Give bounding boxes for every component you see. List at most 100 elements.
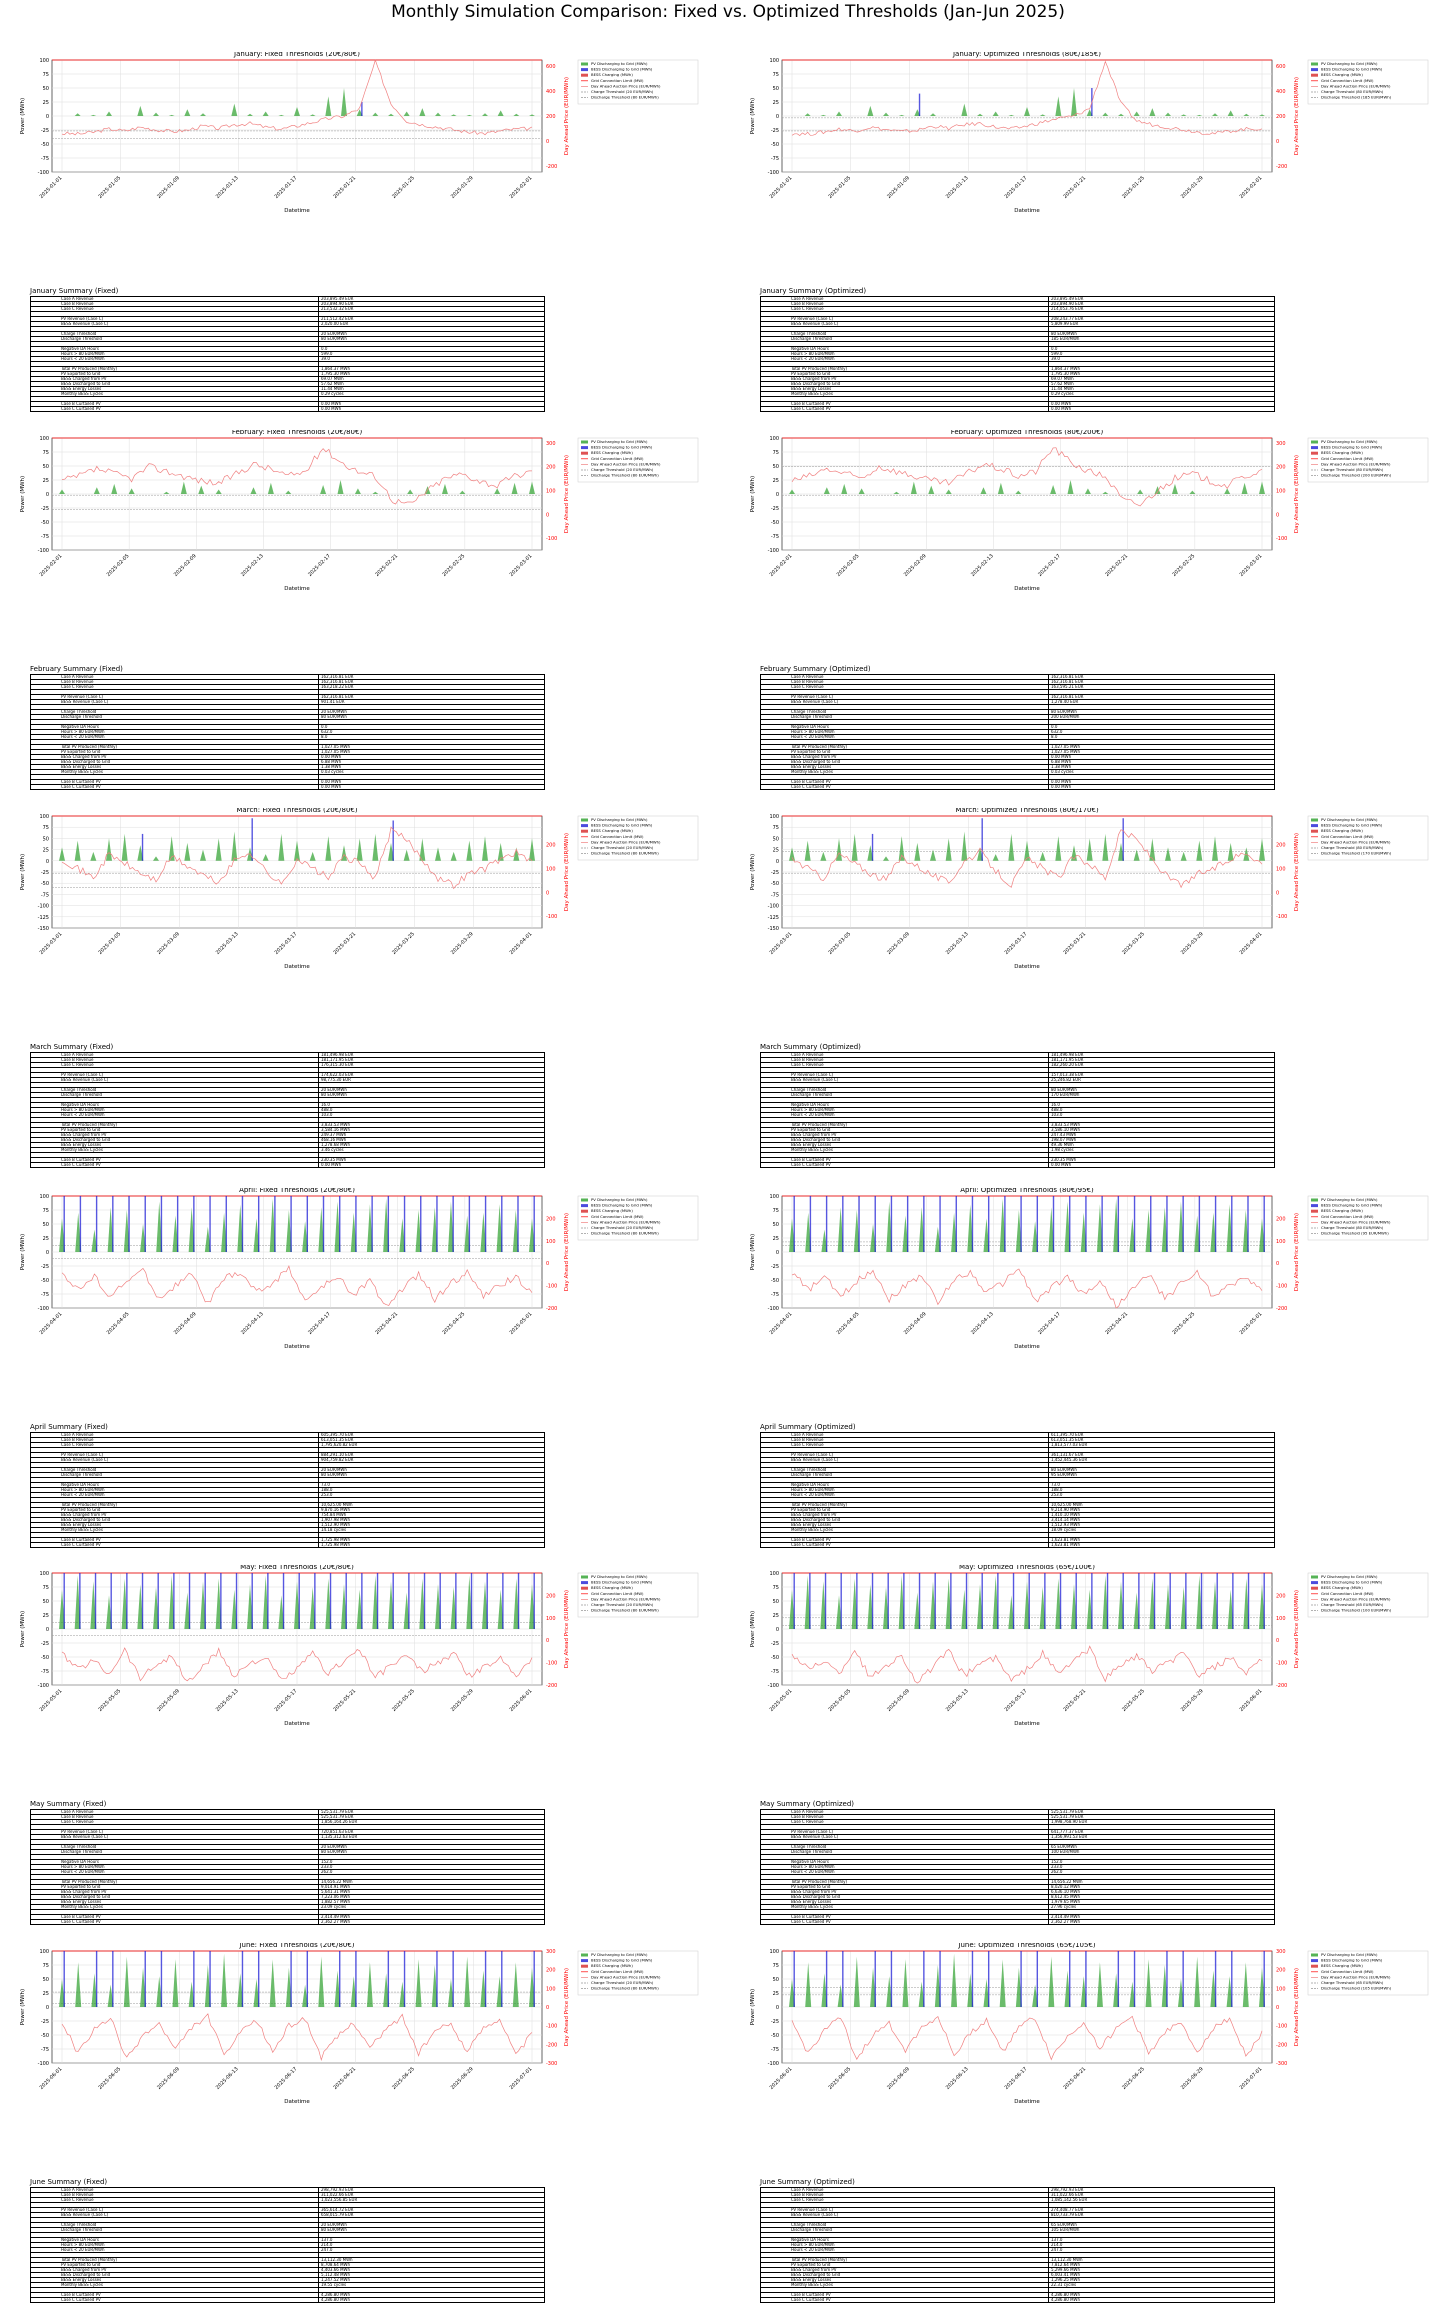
y2-axis-label: Day Ahead Price (EUR/MWh) — [564, 77, 570, 155]
legend: PV Discharging to Grid (MWh)BESS Dischar… — [577, 437, 699, 483]
pv-peak — [128, 488, 135, 494]
pv-peak — [934, 1226, 941, 1252]
table-row: Case C Curtailed PV 2,362.27 MWh — [760, 1919, 1275, 1925]
bess-discharge-bar — [112, 1196, 114, 1252]
pv-peak — [1118, 113, 1124, 116]
y-tick-label: 100 — [39, 1194, 49, 1200]
y-tick-label: 100 — [769, 1571, 779, 1577]
pv-peak — [1210, 1212, 1217, 1252]
pv-peak — [1050, 485, 1057, 494]
chart-title: January: Optimized Thresholds (80€/185€) — [952, 52, 1101, 58]
bess-discharge-bar — [173, 1573, 175, 1629]
legend-label: Grid Connection Limit (MW) — [591, 456, 644, 461]
x-tick-label: 2025-06-29 — [450, 2066, 475, 2091]
y-tick-label: -100 — [768, 170, 779, 176]
pv-peak — [494, 488, 501, 494]
bess-discharge-bar — [290, 1951, 292, 2007]
legend-label: Discharge Threshold (80 EUR/MWh) — [591, 473, 659, 478]
price-line — [61, 448, 532, 505]
pv-peak — [1008, 833, 1015, 861]
y-tick-label: 0 — [46, 2005, 49, 2011]
pv-peak — [482, 836, 488, 861]
y2-tick-label: -100 — [1276, 2024, 1287, 2030]
x-tick-label: 2025-05-09 — [886, 1688, 911, 1713]
summary-title: March Summary (Optimized) — [760, 1043, 861, 1051]
y-tick-label: 25 — [773, 1236, 779, 1242]
legend: PV Discharging to Grid (MWh)BESS Dischar… — [577, 1195, 699, 1241]
legend-box — [1307, 1195, 1429, 1241]
pv-peak — [231, 103, 238, 116]
legend-label: Day Ahead Auction Price (EUR/MWh) — [591, 83, 661, 88]
x-tick-label: 2025-06-01 — [509, 1688, 534, 1713]
bess-discharge-bar — [339, 1951, 341, 2007]
summary-table: Case A Revenue 611,395.70 EUR Case B Reven… — [760, 1432, 1275, 1548]
x-tick-label: 2025-05-21 — [1062, 1688, 1087, 1713]
legend: PV Discharging to Grid (MWh)BESS Dischar… — [577, 815, 699, 861]
pv-peak — [1102, 833, 1109, 861]
legend-label: BESS Charging (MWh) — [591, 450, 633, 455]
legend-box — [577, 59, 699, 105]
table-row: Case C Curtailed PV 1,623.81 MWh — [760, 1542, 1275, 1548]
pv-peak — [168, 836, 175, 861]
legend-label: BESS Discharging to Grid (MWh) — [1321, 1958, 1383, 1963]
pv-peak — [836, 111, 842, 116]
x-tick-label: 2025-03-09 — [156, 931, 181, 956]
bess-discharge-bar — [160, 1951, 163, 2007]
summary-may-optimized: May Summary (Optimized) Case A Revenue 525… — [760, 1800, 1275, 1925]
y-tick-label: 25 — [43, 1613, 49, 1619]
pv-peak — [1133, 849, 1140, 861]
pv-peak — [1055, 836, 1062, 861]
summary-april-optimized: April Summary (Optimized) Case A Revenue 6… — [760, 1423, 1275, 1548]
y2-tick-label: 200 — [1276, 114, 1286, 120]
y2-axis-label: Day Ahead Price (EUR/MWh) — [564, 1590, 570, 1668]
y-axis-label: Power (MWh) — [750, 476, 756, 512]
y2-tick-label: 100 — [546, 866, 556, 872]
y-tick-label: 75 — [773, 1208, 779, 1214]
y-tick-label: 25 — [43, 1236, 49, 1242]
bess-discharge-bar — [267, 1573, 269, 1629]
y2-tick-label: 300 — [546, 1949, 556, 1955]
y2-tick-label: -100 — [1276, 1284, 1287, 1290]
legend-label: Charge Threshold (80 EUR/MWh) — [1321, 89, 1384, 94]
pv-peak — [1048, 1956, 1055, 2007]
legend: PV Discharging to Grid (MWh)BESS Dischar… — [1307, 815, 1429, 861]
pv-peak — [325, 96, 332, 116]
table-value: 2,362.27 MWh — [1048, 1919, 1275, 1925]
legend-label: BESS Discharging to Grid (MWh) — [1321, 445, 1383, 450]
bess-discharge-bar — [842, 1196, 844, 1252]
y-tick-label: 75 — [43, 1208, 49, 1214]
legend-label: BESS Discharging to Grid (MWh) — [591, 823, 653, 828]
bess-discharge-bar — [1182, 1951, 1184, 2007]
bess-discharge-bar — [1247, 1196, 1249, 1252]
x-tick-label: 2025-04-01 — [769, 1311, 794, 1336]
pv-peak — [1165, 112, 1171, 116]
x-tick-label: 2025-01-25 — [391, 175, 416, 200]
y-tick-label: -100 — [38, 548, 49, 554]
legend-label: Grid Connection Limit (MW) — [591, 1214, 644, 1219]
pv-peak — [1161, 1207, 1168, 1252]
y-tick-label: -100 — [768, 904, 779, 910]
pv-peak — [961, 1589, 968, 1629]
y-tick-label: -50 — [41, 1655, 49, 1661]
y-tick-label: -75 — [771, 1292, 779, 1298]
pv-peak — [372, 833, 379, 861]
y-tick-label: 75 — [773, 1585, 779, 1591]
y-tick-label: -100 — [38, 904, 49, 910]
price-line — [791, 60, 1263, 136]
legend-label: Discharge Threshold (95 EUR/MWh) — [1321, 1231, 1389, 1236]
y-tick-label: -100 — [768, 1306, 779, 1312]
bess-discharge-bar — [257, 1196, 260, 1252]
bess-discharge-bar — [128, 1196, 130, 1252]
legend-label: Charge Threshold (65 EUR/MWh) — [1321, 1602, 1384, 1607]
y-tick-label: 100 — [39, 436, 49, 442]
bess-discharge-bar — [204, 1573, 206, 1629]
pv-peak — [137, 105, 144, 116]
x-tick-label: 2025-05-17 — [1004, 1688, 1029, 1713]
y2-tick-label: -100 — [546, 536, 557, 542]
summary-june-optimized: June Summary (Optimized) Case A Revenue 29… — [760, 2178, 1275, 2303]
bess-discharge-bar — [1117, 1196, 1120, 1252]
legend-label: Grid Connection Limit (MW) — [1321, 1969, 1374, 1974]
chart-title: June: Fixed Thresholds (20€/80€) — [238, 1943, 354, 1949]
pv-peak — [992, 1575, 999, 1629]
pv-peak — [1137, 489, 1144, 494]
